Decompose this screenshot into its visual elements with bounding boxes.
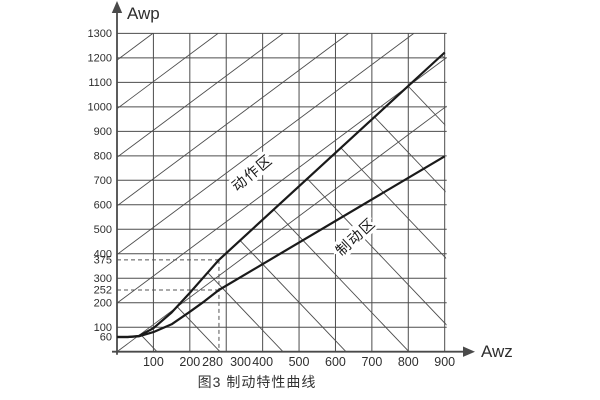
x-tick-label: 700 <box>361 355 382 369</box>
zone-label: 制动区 <box>333 214 380 259</box>
y-tick-label: 1000 <box>88 101 112 113</box>
y-tick-label: 200 <box>94 297 112 309</box>
y-axis-arrow-icon <box>111 1 123 13</box>
lower-curve <box>117 155 446 339</box>
x-axis-arrow-icon <box>463 346 475 357</box>
y-tick-label: 1100 <box>88 77 112 89</box>
x-tick-label: 500 <box>289 355 310 369</box>
y-tick-label: 600 <box>94 199 112 211</box>
y-axis-title: Awp <box>127 4 160 23</box>
x-tick-labels: 100 200 280 300 400 500 600 700 800 900 <box>143 355 455 369</box>
y-tick-label: 300 <box>94 273 112 285</box>
y-tick-label: 400 <box>94 248 112 260</box>
y-tick-label: 700 <box>94 175 112 187</box>
x-tick-label: 800 <box>398 355 419 369</box>
y-tick-label: 1200 <box>88 52 112 64</box>
y-tick-label: 1300 <box>88 28 112 40</box>
y-tick-label: 500 <box>94 224 112 236</box>
x-tick-label: 100 <box>143 355 164 369</box>
y-tick-label: 800 <box>94 150 112 162</box>
hatch-up-right <box>117 33 447 352</box>
x-axis-title: Awz <box>481 342 513 361</box>
x-tick-label: 200 <box>179 355 200 369</box>
x-tick-label: 280 <box>202 355 223 369</box>
y-tick-label: 375 <box>94 254 112 266</box>
x-tick-label: 600 <box>325 355 346 369</box>
x-tick-label: 900 <box>434 355 455 369</box>
dashed-marker <box>117 259 220 352</box>
zone-label: 动作区 <box>229 151 277 195</box>
y-tick-label: 252 <box>94 285 112 297</box>
y-tick-label: 60 <box>100 332 112 344</box>
y-tick-label: 900 <box>94 126 112 138</box>
y-tick-label: 100 <box>94 322 112 334</box>
x-tick-label: 400 <box>252 355 273 369</box>
x-tick-label: 300 <box>230 355 251 369</box>
grid <box>117 32 447 352</box>
figure-caption: 图3 制动特性曲线 <box>197 374 317 390</box>
